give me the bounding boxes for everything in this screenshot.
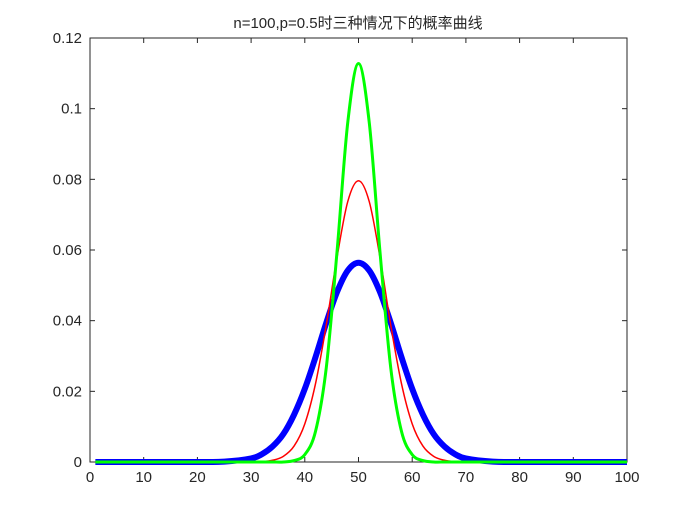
chart-title: n=100,p=0.5时三种情况下的概率曲线 xyxy=(233,15,482,32)
x-tick-label: 10 xyxy=(135,469,152,486)
x-tick-label: 70 xyxy=(458,469,475,486)
y-tick-label: 0.1 xyxy=(61,101,82,118)
x-tick-label: 60 xyxy=(404,469,421,486)
y-tick-label: 0.08 xyxy=(53,171,82,188)
x-tick-label: 80 xyxy=(511,469,528,486)
y-tick-label: 0 xyxy=(74,454,82,471)
y-tick-label: 0.04 xyxy=(53,313,82,330)
y-tick-label: 0.12 xyxy=(53,30,82,47)
x-tick-label: 30 xyxy=(243,469,260,486)
x-tick-label: 40 xyxy=(296,469,313,486)
x-tick-label: 100 xyxy=(614,469,639,486)
series-line-2 xyxy=(95,61,627,464)
x-tick-label: 20 xyxy=(189,469,206,486)
y-tick-label: 0.02 xyxy=(53,383,82,400)
x-tick-label: 0 xyxy=(86,469,94,486)
y-tick-label: 0.06 xyxy=(53,242,82,259)
series-line-0 xyxy=(95,259,628,466)
x-tick-label: 90 xyxy=(565,469,582,486)
plot-area xyxy=(89,37,628,463)
x-tick-label: 50 xyxy=(350,469,367,486)
